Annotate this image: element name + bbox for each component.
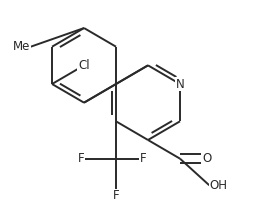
Text: OH: OH	[209, 179, 227, 192]
Text: N: N	[176, 78, 184, 91]
Text: F: F	[77, 152, 84, 165]
Text: F: F	[113, 189, 119, 202]
Text: Me: Me	[13, 40, 31, 53]
Text: Cl: Cl	[78, 59, 90, 72]
Text: O: O	[202, 152, 211, 165]
Text: F: F	[140, 152, 147, 165]
